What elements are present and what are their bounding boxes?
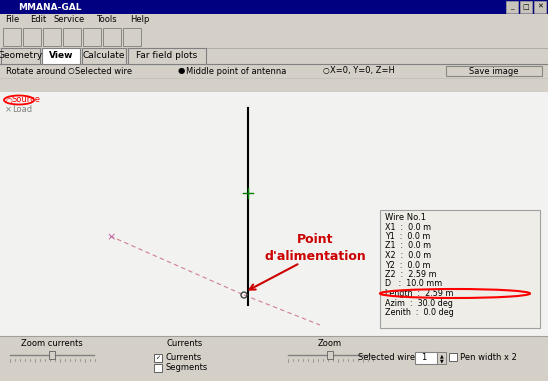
- Bar: [0, 48, 548, 64]
- Text: File: File: [5, 16, 19, 24]
- Bar: [0, 336, 548, 381]
- Bar: [103, 28, 121, 46]
- Text: _: _: [510, 4, 514, 10]
- Text: Length  :  2.59 m: Length : 2.59 m: [385, 289, 454, 298]
- Text: ▲: ▲: [439, 354, 443, 359]
- Bar: [1, 48, 40, 64]
- Bar: [0, 14, 548, 26]
- Text: Currents: Currents: [167, 339, 203, 349]
- Text: Y1  :  0.0 m: Y1 : 0.0 m: [385, 232, 430, 241]
- Text: Edit: Edit: [30, 16, 46, 24]
- Text: Wire No.1: Wire No.1: [385, 213, 426, 223]
- Text: □: □: [523, 4, 529, 10]
- Text: Geometry: Geometry: [0, 51, 43, 61]
- Text: ○: ○: [68, 67, 75, 75]
- Text: Tools: Tools: [96, 16, 117, 24]
- Text: Pen width x 2: Pen width x 2: [460, 354, 517, 362]
- Bar: [0, 26, 548, 48]
- Text: Rotate around :: Rotate around :: [6, 67, 71, 75]
- Text: ✓: ✓: [156, 355, 161, 360]
- Bar: [415, 352, 437, 364]
- Text: Middle point of antenna: Middle point of antenna: [186, 67, 287, 75]
- Bar: [63, 28, 81, 46]
- Bar: [0, 64, 548, 78]
- Bar: [446, 66, 542, 76]
- Bar: [23, 28, 41, 46]
- Bar: [449, 353, 457, 361]
- Bar: [49, 351, 55, 359]
- Text: X2  :  0.0 m: X2 : 0.0 m: [385, 251, 431, 260]
- Text: ▼: ▼: [439, 359, 443, 363]
- Bar: [123, 28, 141, 46]
- Text: Azim  :  30.0 deg: Azim : 30.0 deg: [385, 298, 453, 307]
- Text: Currents: Currents: [165, 354, 201, 362]
- Text: 1: 1: [421, 354, 426, 362]
- Text: Zenith  :  0.0 deg: Zenith : 0.0 deg: [385, 308, 454, 317]
- Bar: [83, 28, 101, 46]
- Text: X=0, Y=0, Z=H: X=0, Y=0, Z=H: [330, 67, 395, 75]
- Text: Z1  :  0.0 m: Z1 : 0.0 m: [385, 242, 431, 250]
- Text: Source: Source: [12, 96, 41, 104]
- Bar: [520, 1, 532, 13]
- Text: X1  :  0.0 m: X1 : 0.0 m: [385, 223, 431, 232]
- Bar: [128, 48, 206, 64]
- Text: ×: ×: [106, 232, 116, 242]
- Text: Point
d'alimentation: Point d'alimentation: [264, 233, 366, 263]
- Bar: [380, 210, 540, 328]
- Bar: [0, 0, 548, 14]
- Text: Zoom currents: Zoom currents: [21, 339, 83, 349]
- Bar: [154, 354, 162, 362]
- Text: ○: ○: [323, 67, 330, 75]
- Text: ✕: ✕: [537, 4, 543, 10]
- Text: Y2  :  0.0 m: Y2 : 0.0 m: [385, 261, 431, 269]
- Text: D   :  10.0 mm: D : 10.0 mm: [385, 280, 442, 288]
- Text: ●: ●: [178, 67, 185, 75]
- Text: ×: ×: [5, 106, 12, 115]
- Bar: [42, 48, 80, 64]
- Bar: [0, 91, 548, 336]
- Bar: [154, 364, 162, 372]
- Bar: [82, 48, 126, 64]
- Text: Help: Help: [130, 16, 150, 24]
- Text: Zoom: Zoom: [318, 339, 342, 349]
- Bar: [327, 351, 333, 359]
- Text: Service: Service: [54, 16, 85, 24]
- Bar: [437, 352, 446, 364]
- Bar: [3, 28, 21, 46]
- Text: Calculate: Calculate: [83, 51, 125, 61]
- Text: Far field plots: Far field plots: [136, 51, 198, 61]
- Text: Load: Load: [12, 106, 32, 115]
- Text: Selected wire: Selected wire: [358, 354, 415, 362]
- Text: Segments: Segments: [165, 363, 207, 373]
- Bar: [534, 1, 546, 13]
- Text: Save image: Save image: [469, 67, 519, 75]
- Text: Z2  :  2.59 m: Z2 : 2.59 m: [385, 270, 437, 279]
- Text: Selected wire: Selected wire: [75, 67, 132, 75]
- Text: View: View: [49, 51, 73, 61]
- Bar: [506, 1, 518, 13]
- Bar: [43, 28, 61, 46]
- Text: ○: ○: [6, 96, 13, 104]
- Text: MMANA-GAL: MMANA-GAL: [18, 3, 82, 11]
